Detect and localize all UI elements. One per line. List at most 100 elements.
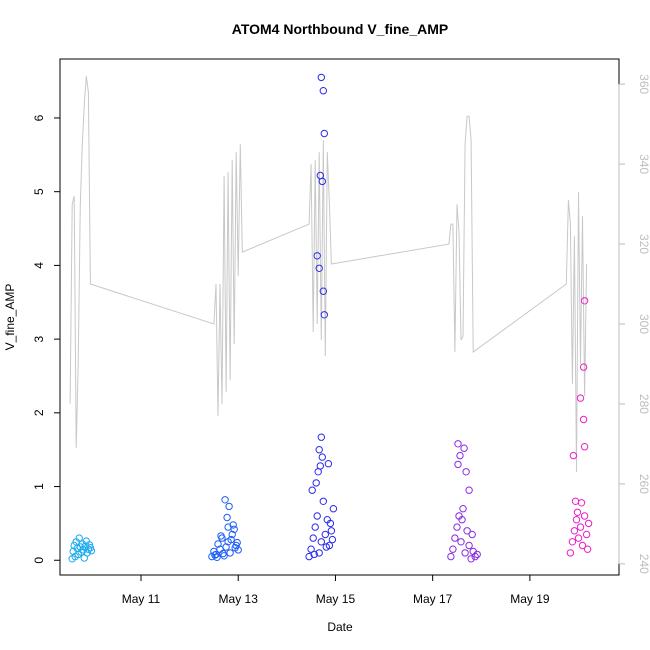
data-point	[573, 508, 582, 516]
data-point	[319, 287, 327, 295]
data-point	[309, 534, 317, 542]
data-point	[329, 505, 338, 513]
data-point	[317, 433, 325, 441]
data-point	[315, 446, 323, 454]
line-series	[69, 76, 588, 472]
data-point	[316, 462, 324, 470]
data-point	[233, 538, 241, 547]
data-point	[319, 87, 327, 95]
data-point	[318, 453, 326, 461]
data-point	[457, 538, 465, 546]
y-tick-label: 1	[32, 483, 46, 490]
data-point	[465, 541, 473, 550]
data-point	[465, 486, 473, 494]
x-tick-label: May 17	[413, 592, 453, 606]
data-point	[453, 523, 461, 531]
data-point	[319, 497, 327, 505]
data-point	[451, 534, 459, 542]
data-point	[221, 496, 229, 504]
x-tick-label: May 11	[122, 592, 161, 606]
y-axis-left: 0 1 2 3 4 5 6	[32, 114, 61, 564]
data-point	[322, 543, 330, 551]
data-point	[577, 499, 586, 507]
data-point	[313, 512, 321, 520]
data-point	[222, 543, 230, 551]
data-point	[327, 527, 336, 535]
data-point	[318, 177, 326, 186]
data-point	[217, 532, 225, 540]
data-point	[580, 443, 589, 451]
data-point	[447, 552, 455, 561]
data-point	[224, 523, 232, 531]
x-tick-label: May 19	[510, 592, 550, 606]
data-point	[213, 553, 221, 561]
data-point	[214, 540, 222, 548]
y-tick-label: 5	[32, 188, 46, 195]
data-point	[312, 479, 320, 487]
y-tick-label: 6	[32, 114, 46, 121]
data-point	[584, 519, 593, 528]
data-point	[566, 549, 575, 557]
y-tick-label: 2	[32, 409, 46, 416]
data-point	[313, 252, 321, 260]
data-point	[569, 451, 578, 460]
scatter-points	[68, 73, 593, 563]
line-series-path	[69, 76, 588, 472]
y-tick-label: 3	[32, 335, 46, 342]
y-right-tick-label: 320	[637, 234, 650, 254]
data-point	[317, 73, 325, 82]
data-point	[574, 534, 583, 542]
data-point	[579, 415, 588, 424]
data-point	[315, 264, 323, 272]
x-tick-label: May 15	[316, 592, 356, 606]
data-point	[571, 497, 580, 505]
data-point	[328, 535, 337, 544]
data-point	[454, 460, 462, 469]
y-tick-label: 0	[32, 557, 46, 564]
y-right-tick-label: 300	[637, 314, 650, 334]
data-point	[320, 129, 328, 138]
data-point	[317, 538, 325, 546]
data-point	[231, 544, 239, 552]
x-axis-label: Date	[327, 620, 353, 634]
data-point	[315, 549, 323, 557]
x-axis: May 11 May 13 May 15 May 17 May 19	[122, 574, 550, 606]
data-point	[462, 468, 470, 476]
data-point	[449, 545, 457, 553]
y-right-tick-label: 240	[637, 554, 650, 574]
data-point	[572, 516, 581, 524]
data-point	[225, 502, 233, 511]
data-point	[576, 523, 585, 531]
data-point	[86, 544, 95, 552]
y-right-tick-label: 360	[637, 74, 650, 94]
data-point	[468, 530, 476, 539]
data-point	[467, 555, 475, 563]
data-point	[570, 527, 579, 535]
y-right-tick-label: 340	[637, 154, 650, 174]
y-right-tick-label: 260	[637, 474, 650, 494]
data-point	[326, 519, 335, 528]
data-point	[311, 523, 319, 531]
data-point	[460, 444, 468, 452]
data-point	[463, 527, 471, 535]
data-point	[226, 549, 234, 557]
data-point	[473, 550, 481, 559]
data-point	[461, 549, 469, 557]
data-point	[223, 513, 231, 522]
data-point	[324, 460, 333, 468]
data-point	[582, 530, 591, 539]
data-point	[75, 534, 83, 542]
data-point	[219, 549, 227, 558]
data-point	[310, 550, 318, 559]
data-point	[568, 538, 577, 546]
y-right-tick-label: 280	[637, 394, 650, 414]
chart-title: ATOM4 Northbound V_fine_AMP	[232, 21, 448, 37]
data-point	[87, 547, 96, 555]
data-point	[459, 505, 467, 513]
data-point	[228, 530, 236, 539]
data-point	[458, 516, 466, 524]
y-axis-right: 240 260 280 300 320 340 360	[618, 74, 650, 574]
data-point	[321, 530, 329, 539]
data-point	[456, 451, 464, 460]
